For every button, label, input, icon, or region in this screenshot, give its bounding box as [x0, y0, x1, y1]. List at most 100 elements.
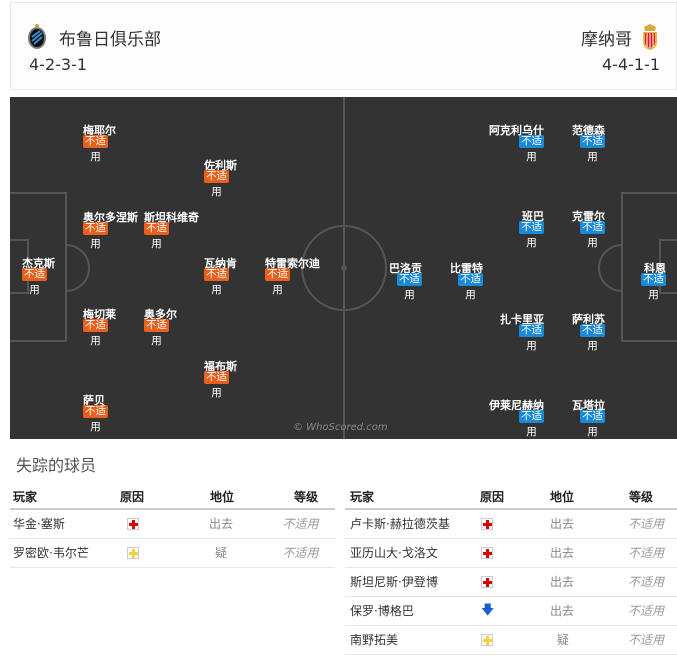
rating-badge-suffix: 用 — [587, 151, 598, 163]
rating-badge-suffix: 用 — [587, 237, 598, 249]
player-name: 伊莱尼赫纳 — [489, 399, 544, 412]
away-team-name: 摩纳哥 — [581, 29, 632, 50]
player-name: 杰克斯 — [22, 257, 55, 270]
table-row: 卢卡斯·赫拉德茨基 出去 不适用 — [345, 509, 677, 539]
rating-badge: 不适 — [580, 221, 605, 234]
missing-players-title: 失踪的球员 — [16, 456, 97, 475]
player-cell[interactable]: 罗密欧·韦尔芒 — [10, 538, 120, 568]
rating-badge: 不适 — [397, 273, 422, 286]
rating-badge-suffix: 用 — [211, 284, 222, 296]
player-cell[interactable]: 保罗·博格巴 — [345, 596, 480, 626]
col-status[interactable]: 地位 — [545, 484, 615, 510]
rating-badge-suffix: 用 — [29, 284, 40, 296]
down-arrow-icon: 🡇 — [481, 603, 495, 618]
watermark: © WhoScored.com — [293, 422, 388, 433]
rating-badge: 不适 — [22, 268, 47, 281]
doubtful-cross-icon — [127, 547, 139, 559]
rating-badge: 不适 — [519, 410, 544, 423]
player-name: 佐利斯 — [204, 159, 237, 172]
player-name: 奥多尔 — [144, 308, 177, 321]
table-row: 保罗·博格巴 🡇 出去 不适用 — [345, 596, 677, 626]
rating-badge-suffix: 用 — [526, 426, 537, 438]
col-reason[interactable]: 原因 — [120, 484, 198, 510]
rating-badge-suffix: 用 — [465, 289, 476, 301]
monaco-crest-icon — [643, 24, 657, 50]
player-cell[interactable]: 南野拓美 — [345, 625, 480, 655]
player-name: 克雷尔 — [572, 210, 605, 223]
player-cell[interactable]: 亚历山大·戈洛文 — [345, 538, 480, 568]
status-cell: 疑 — [545, 625, 615, 655]
rating-badge: 不适 — [519, 324, 544, 337]
rating-badge: 不适 — [204, 268, 229, 281]
player-name: 扎卡里亚 — [500, 313, 544, 326]
rating-badge-suffix: 用 — [587, 340, 598, 352]
col-status[interactable]: 地位 — [198, 484, 266, 510]
rating-badge: 不适 — [580, 324, 605, 337]
level-cell: 不适用 — [615, 509, 677, 539]
rating-badge-suffix: 用 — [404, 289, 415, 301]
table-row: 南野拓美 疑 不适用 — [345, 625, 677, 655]
table-row: 亚历山大·戈洛文 出去 不适用 — [345, 538, 677, 568]
rating-badge-suffix: 用 — [151, 335, 162, 347]
player-name: 萨贝 — [83, 394, 105, 407]
status-cell: 出去 — [545, 596, 615, 626]
rating-badge: 不适 — [83, 222, 108, 235]
rating-badge: 不适 — [144, 319, 169, 332]
rating-badge: 不适 — [265, 268, 290, 281]
player-name: 范德森 — [572, 124, 605, 137]
status-cell: 疑 — [198, 538, 266, 568]
player-cell[interactable]: 华金·塞斯 — [10, 509, 120, 539]
level-cell: 不适用 — [266, 509, 335, 539]
rating-badge: 不适 — [204, 371, 229, 384]
rating-badge: 不适 — [83, 135, 108, 148]
rating-badge-suffix: 用 — [526, 340, 537, 352]
rating-badge: 不适 — [580, 410, 605, 423]
away-team[interactable]: 摩纳哥 — [581, 23, 660, 51]
rating-badge-suffix: 用 — [90, 335, 101, 347]
player-name: 萨利苏 — [572, 313, 605, 326]
rating-badge-suffix: 用 — [272, 284, 283, 296]
missing-home-table: 玩家 原因 地位 等级 华金·塞斯 出去 不适用 罗密欧·韦尔芒 疑 不适用 — [10, 484, 335, 568]
player-name: 斯坦科维奇 — [144, 211, 199, 224]
player-name: 瓦塔拉 — [572, 399, 605, 412]
status-cell: 出去 — [545, 509, 615, 539]
injury-cross-icon — [481, 518, 493, 531]
home-team[interactable]: 布鲁日俱乐部 — [27, 23, 161, 51]
player-name: 特雷索尔迪 — [265, 257, 320, 270]
rating-badge-suffix: 用 — [90, 238, 101, 250]
col-level[interactable]: 等级 — [615, 484, 677, 510]
away-formation: 4-4-1-1 — [601, 55, 660, 74]
player-name: 瓦纳肯 — [204, 257, 237, 270]
rating-badge: 不适 — [519, 221, 544, 234]
rating-badge: 不适 — [83, 405, 108, 418]
col-player[interactable]: 玩家 — [345, 484, 480, 510]
rating-badge: 不适 — [580, 135, 605, 148]
level-cell: 不适用 — [615, 596, 677, 626]
rating-badge-suffix: 用 — [90, 151, 101, 163]
player-name: 梅切莱 — [83, 308, 116, 321]
player-name: 比雷特 — [450, 262, 483, 275]
rating-badge-suffix: 用 — [587, 426, 598, 438]
col-player[interactable]: 玩家 — [10, 484, 120, 510]
status-cell: 出去 — [198, 509, 266, 539]
player-cell[interactable]: 卢卡斯·赫拉德茨基 — [345, 509, 480, 539]
missing-away-table: 玩家 原因 地位 等级 卢卡斯·赫拉德茨基 出去 不适用 亚历山大·戈洛文 出去 … — [345, 484, 677, 655]
level-cell: 不适用 — [615, 625, 677, 655]
col-level[interactable]: 等级 — [266, 484, 335, 510]
player-cell[interactable]: 斯坦尼斯·伊登博 — [345, 567, 480, 597]
injury-cross-icon — [127, 518, 139, 531]
table-row: 华金·塞斯 出去 不适用 — [10, 509, 335, 539]
rating-badge: 不适 — [144, 222, 169, 235]
col-reason[interactable]: 原因 — [480, 484, 545, 510]
match-header: 布鲁日俱乐部 摩纳哥 4-2-3-1 4-4-1-1 — [10, 2, 677, 90]
level-cell: 不适用 — [615, 567, 677, 597]
injury-cross-icon — [481, 576, 493, 588]
player-name: 班巴 — [522, 210, 544, 223]
club-brugge-crest-icon — [28, 24, 46, 49]
rating-badge: 不适 — [83, 319, 108, 332]
rating-badge: 不适 — [519, 135, 544, 148]
player-name: 巴洛贡 — [389, 262, 422, 275]
home-team-name: 布鲁日俱乐部 — [59, 29, 161, 50]
rating-badge: 不适 — [641, 273, 666, 286]
player-name: 阿克利乌什 — [489, 124, 544, 137]
